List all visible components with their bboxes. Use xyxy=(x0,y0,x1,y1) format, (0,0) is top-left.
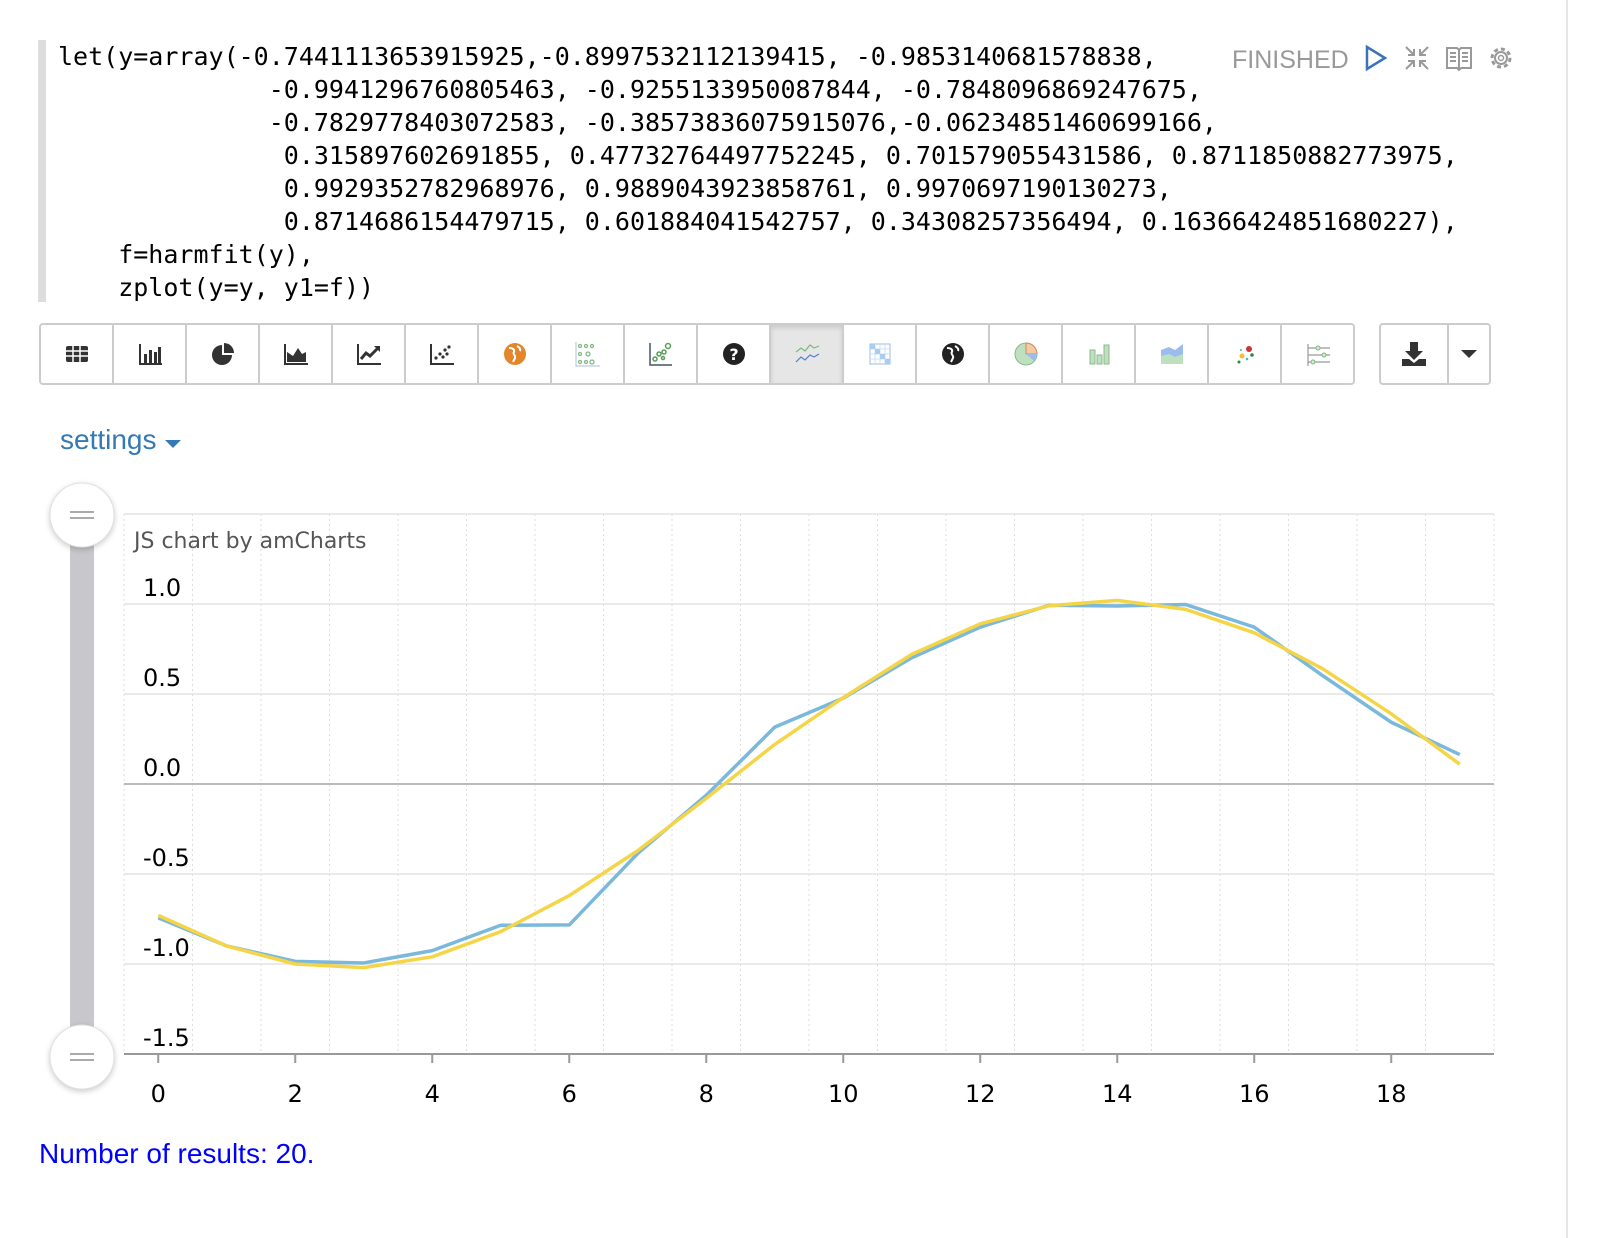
chart-type-area-chart-button[interactable] xyxy=(260,325,333,383)
settings-toggle[interactable]: settings xyxy=(60,424,182,456)
line-chart-icon xyxy=(356,344,381,365)
area-chart-icon xyxy=(283,344,308,365)
bar-chart-icon xyxy=(138,344,162,365)
book-icon[interactable] xyxy=(1445,44,1473,77)
status-text: FINISHED xyxy=(1232,46,1349,74)
scrollbar-grip-handle[interactable] xyxy=(49,1024,115,1090)
x-tick-label: 8 xyxy=(699,1080,714,1108)
visualization-toolbar: ? xyxy=(39,323,1355,385)
x-tick-label: 4 xyxy=(425,1080,440,1108)
globe-icon xyxy=(941,343,964,365)
x-tick-label: 18 xyxy=(1376,1080,1407,1108)
caret-down-icon xyxy=(1461,350,1477,358)
x-tick-label: 2 xyxy=(288,1080,303,1108)
gear-icon[interactable] xyxy=(1487,44,1515,77)
chart-type-pie-button[interactable] xyxy=(990,325,1063,383)
grip-lines-icon xyxy=(70,1053,94,1061)
help-icon: ? xyxy=(722,343,745,365)
run-icon[interactable] xyxy=(1363,44,1389,77)
paragraph-status-bar: FINISHED xyxy=(1232,44,1515,77)
chart-type-help-button[interactable]: ? xyxy=(698,325,771,383)
code-editor[interactable]: let(y=array(-0.7441113653915925,-0.89975… xyxy=(38,40,1458,302)
code-text[interactable]: let(y=array(-0.7441113653915925,-0.89975… xyxy=(58,42,1458,302)
chart-type-heatmap-scatter-button[interactable] xyxy=(552,325,625,383)
chart-type-multi-line-button[interactable] xyxy=(771,325,844,383)
y-tick-label: 0.0 xyxy=(143,754,181,782)
x-tick-label: 10 xyxy=(828,1080,859,1108)
y-tick-label: -0.5 xyxy=(143,844,190,872)
chart-type-column-button[interactable] xyxy=(1063,325,1136,383)
chart-type-sliders-button[interactable] xyxy=(1282,325,1353,383)
sliders-icon xyxy=(1306,344,1330,366)
caret-down-icon xyxy=(165,440,182,448)
multi-line-icon xyxy=(795,344,819,363)
right-border xyxy=(1566,0,1568,1238)
heatmap-scatter-icon xyxy=(574,342,600,367)
grip-lines-icon xyxy=(70,511,94,519)
x-tick-label: 6 xyxy=(562,1080,577,1108)
table-icon xyxy=(65,346,88,362)
chart-type-matrix-button[interactable] xyxy=(844,325,917,383)
amcharts-credit: JS chart by amCharts xyxy=(132,529,366,554)
chart-type-map-button[interactable] xyxy=(479,325,552,383)
chart-type-dots-button[interactable] xyxy=(1209,325,1282,383)
x-tick-label: 12 xyxy=(965,1080,996,1108)
series-line-y xyxy=(157,602,1461,965)
map-icon xyxy=(503,343,526,365)
collapse-icon[interactable] xyxy=(1403,44,1431,77)
chart-type-table-button[interactable] xyxy=(41,325,114,383)
grip-circle xyxy=(49,482,115,548)
x-tick-label: 16 xyxy=(1239,1080,1270,1108)
chart-type-stacked-area-button[interactable] xyxy=(1136,325,1209,383)
settings-label: settings xyxy=(60,424,157,455)
grip-circle xyxy=(49,1024,115,1090)
chart-type-scatter-chart-button[interactable] xyxy=(406,325,479,383)
download-button[interactable] xyxy=(1381,325,1449,383)
chart-type-globe-button[interactable] xyxy=(917,325,990,383)
column-icon xyxy=(1089,344,1109,365)
x-tick-label: 14 xyxy=(1102,1080,1133,1108)
pie-icon xyxy=(1014,342,1038,366)
y-tick-label: 0.5 xyxy=(143,664,181,692)
x-tick-label: 0 xyxy=(151,1080,166,1108)
dots-icon xyxy=(1237,346,1254,364)
chart-type-pie-chart-button[interactable] xyxy=(187,325,260,383)
pie-chart-icon xyxy=(211,343,234,365)
matrix-icon xyxy=(869,343,890,365)
series-line-y1 xyxy=(157,598,1461,970)
bubble-scatter-icon xyxy=(648,342,672,366)
stacked-area-icon xyxy=(1160,344,1183,364)
chart-type-bubble-scatter-button[interactable] xyxy=(625,325,698,383)
y-tick-label: -1.0 xyxy=(143,934,190,962)
download-icon xyxy=(1402,342,1426,366)
download-dropdown-button[interactable] xyxy=(1449,325,1489,383)
scrollbar-grip-handle[interactable] xyxy=(49,482,115,548)
chart-type-bar-chart-button[interactable] xyxy=(114,325,187,383)
scatter-chart-icon xyxy=(429,344,454,365)
chart-type-line-chart-button[interactable] xyxy=(333,325,406,383)
y-tick-label: 1.0 xyxy=(143,574,181,602)
y-tick-label: -1.5 xyxy=(143,1024,190,1052)
results-count: Number of results: 20. xyxy=(39,1138,315,1169)
download-group xyxy=(1379,323,1491,385)
svg-text:?: ? xyxy=(729,345,738,364)
vertical-scrollbar[interactable] xyxy=(70,515,94,1057)
